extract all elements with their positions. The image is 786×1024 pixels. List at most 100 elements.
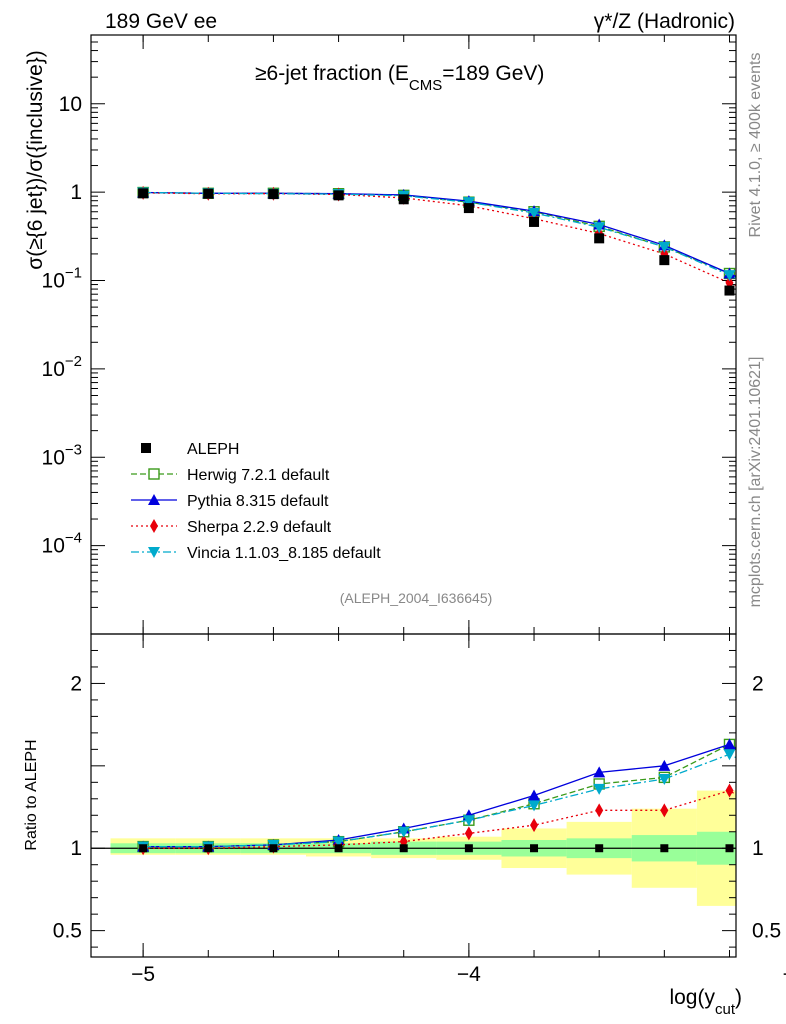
x-tick-label: −4 [457,963,481,986]
y-tick-base: 10 [42,358,65,381]
ratio-series-2-point [658,759,671,771]
series-4-point [593,222,606,234]
legend-label-aleph: ALEPH [187,441,239,458]
ratio-plot-series [137,738,736,856]
ratio-series-2-point [528,789,541,801]
x-axis-label-sub: cut [715,1001,736,1018]
legend-label-3: Sherpa 2.2.9 default [187,519,332,536]
y-tick-label: 10−4 [42,530,82,558]
ratio-series-3-point [660,803,669,818]
aleph-data-point [594,233,605,244]
aleph-data-point [203,188,214,199]
legend: ALEPH Herwig 7.2.1 default Pythia 8.315 de… [131,441,381,562]
series-line-2 [143,191,736,278]
ratio-plot-frame [90,633,737,958]
series-4-point [658,241,671,253]
aleph-ratio-point [204,844,213,853]
ratio-line-2 [143,743,736,848]
x-tick-label: −5 [131,963,155,986]
plot-frames [90,34,737,958]
ratio-tick-label-left: 0.5 [53,920,82,943]
chart-title-end: =189 GeV) [442,62,544,85]
y-tick-exponent: −4 [65,530,82,547]
chart-title-main: ≥6-jet fraction (E [255,62,409,85]
band-green-bin [762,827,786,870]
legend-label-4: Vincia 1.1.03_8.185 default [187,545,381,562]
y-tick-base: 10 [42,535,65,558]
ratio-tick-label-right: 1 [752,837,764,860]
ratio-series-4-point [397,826,410,838]
ratio-uncertainty-bands [91,790,786,906]
aleph-ratio-point [399,844,408,853]
aleph-ratio-point [334,844,343,853]
ratio-series-4-point [658,774,671,786]
ratio-tick-label-right: 2 [752,672,764,695]
x-tick-label: −3 [783,963,786,986]
y-axis-label: σ(≥{6 jet})/σ({inclusive}) [24,50,47,270]
aleph-data-point [463,203,474,214]
aleph-data-point [268,189,279,200]
aleph-ratio-point [530,844,539,853]
aleph-data-point [333,190,344,201]
ratio-series-3-point [725,783,734,798]
x-axis-label: log(ycut) [669,986,742,1018]
aleph-ratio-point [660,844,669,853]
series-4-point [462,197,475,209]
legend-marker-aleph [141,443,151,453]
series-line-4 [143,191,736,279]
y-tick-base: 10 [59,93,82,116]
legend-marker-2 [148,494,160,505]
aleph-ratio-point [725,844,734,853]
ratio-series-4-point [528,800,541,812]
ratio-series-4-point [332,836,345,848]
chart-title-sub: CMS [409,77,442,94]
ratio-series-3-point [595,803,604,818]
ratio-series-3-point [530,818,539,833]
y-tick-label: 10−3 [42,441,82,469]
header-right: γ*/Z (Hadronic) [594,10,735,33]
y-tick-label: 10−2 [42,353,82,381]
chart-title: ≥6-jet fraction (ECMS=189 GeV) [255,62,544,94]
header-left: 189 GeV ee [105,10,217,33]
y-tick-label: 1 [70,181,82,204]
legend-label-1: Herwig 7.2.1 default [187,467,330,484]
main-plot-series [137,185,736,296]
y-tick-exponent: −2 [65,353,82,370]
series-line-3 [143,192,736,287]
x-axis-label-end: ) [735,986,742,1009]
ratio-tick-label-right: 0.5 [752,920,781,943]
aleph-data-point [724,285,735,296]
aleph-data-point [138,188,149,199]
mcplots-label: mcplots.cern.ch [arXiv:2401.10621] [747,357,764,608]
series-line-1 [143,191,736,277]
ratio-tick-label-left: 2 [70,672,82,695]
ratio-series-4-point [593,783,606,795]
ratio-series-3-point [464,826,473,841]
aleph-data-point [529,216,540,227]
y-tick-label: 10−1 [42,265,82,293]
y-tick-base: 10 [42,270,65,293]
ratio-series-2-point [723,738,736,750]
ratio-y-axis-label: Ratio to ALEPH [23,739,40,850]
aleph-ratio-point [464,844,473,853]
y-tick-exponent: −3 [65,441,82,458]
aleph-data-point [398,194,409,205]
legend-marker-3 [150,519,158,533]
series-4-point [723,270,736,282]
aleph-ratio-point [139,844,148,853]
series-4-point [528,208,541,220]
ratio-series-2-point [593,766,606,778]
aleph-data-point [659,255,670,266]
x-axis-label-main: log(y [669,986,715,1009]
ratio-series-4-point [462,815,475,827]
rivet-label: Rivet 4.1.0, ≥ 400k events [747,53,764,238]
ratio-series-4-point [723,749,736,761]
legend-label-2: Pythia 8.315 default [187,493,329,510]
aleph-ratio-point [595,844,604,853]
analysis-tag: (ALEPH_2004_I636645) [340,590,493,606]
legend-marker-1 [148,468,160,480]
aleph-ratio-point [269,844,278,853]
legend-marker-4 [148,547,160,558]
